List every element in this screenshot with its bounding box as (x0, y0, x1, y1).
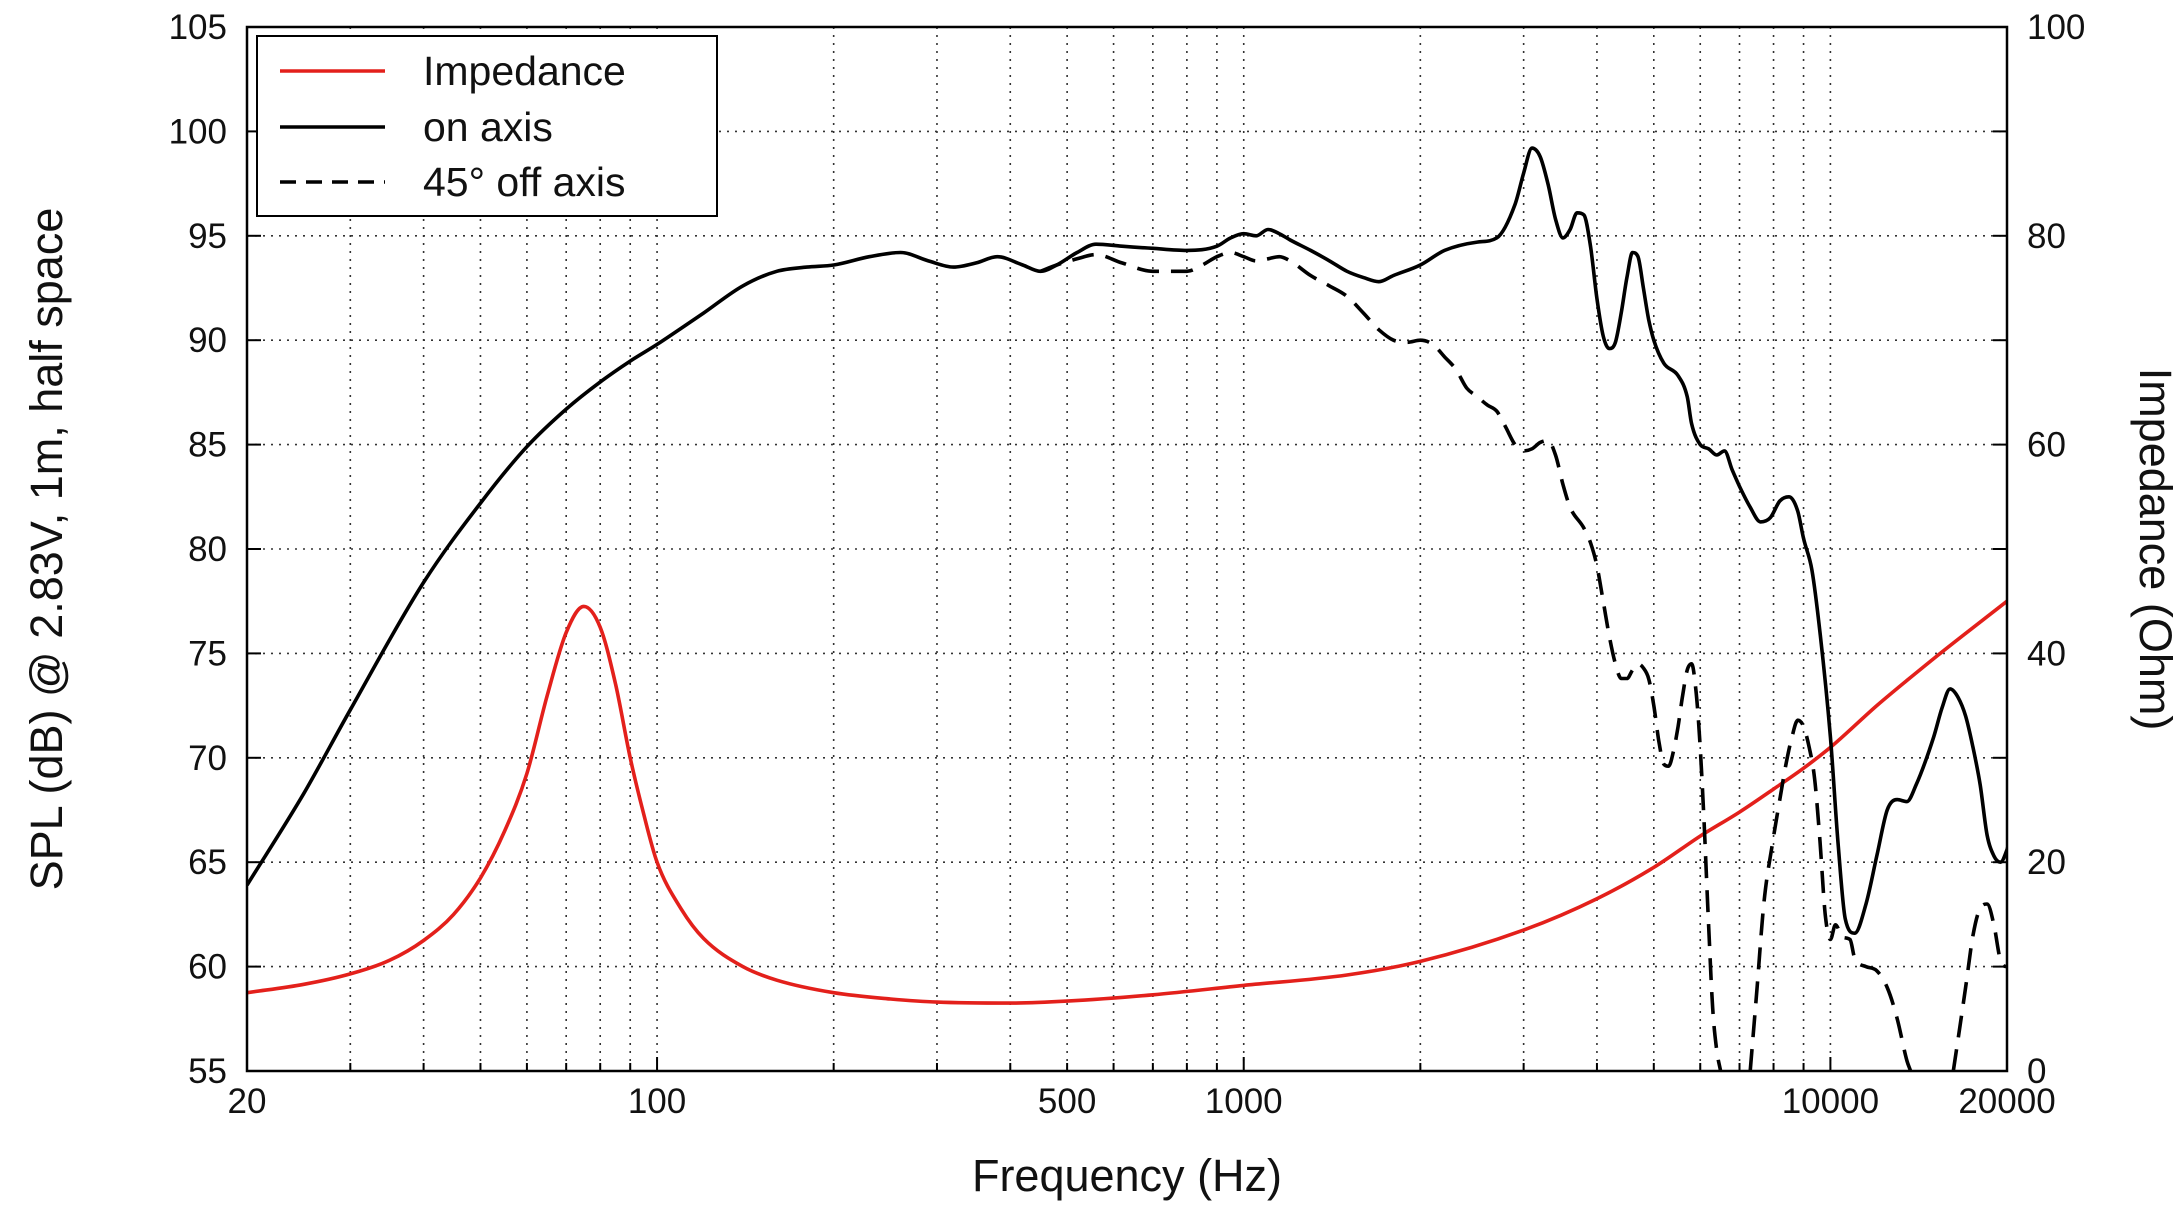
series-line-impedance (247, 599, 2007, 1005)
y-tick-label: 95 (188, 217, 227, 256)
legend: Impedance on axis 45° off axis (256, 35, 718, 217)
y-tick-label: 55 (188, 1052, 227, 1091)
grid-layer (247, 27, 2007, 1071)
x-tick-label: 20000 (1958, 1082, 2055, 1121)
x-tick-label: 20 (228, 1082, 267, 1121)
y-axis-title-right: Impedance (Ohm) (2130, 368, 2180, 731)
y-right-tick-label: 100 (2027, 8, 2085, 47)
y-tick-label: 90 (188, 321, 227, 360)
y-tick-label: 70 (188, 739, 227, 778)
y-tick-label: 65 (188, 843, 227, 882)
legend-label-impedance: Impedance (423, 48, 626, 94)
curve-layer (247, 146, 2007, 1071)
y-tick-label: 85 (188, 426, 227, 465)
y-right-tick-label: 0 (2027, 1052, 2046, 1091)
series-line-45-off-axis-segment-2 (1748, 718, 1913, 1071)
y-right-tick-label: 80 (2027, 217, 2066, 256)
x-tick-label: 500 (1038, 1082, 1096, 1121)
tick-layer: 20 100 500 1000 10000 20000556065707580859095… (169, 8, 2086, 1121)
series-line-on-axis (247, 146, 2007, 935)
y-tick-label: 80 (188, 530, 227, 569)
x-tick-label: 1000 (1205, 1082, 1283, 1121)
y-tick-label: 105 (169, 8, 227, 47)
y-tick-label: 100 (169, 112, 227, 151)
y-tick-label: 75 (188, 634, 227, 673)
y-axis-title-left: SPL (dB) @ 2.83V, 1m, half space (21, 208, 72, 891)
legend-label-off-axis: 45° off axis (423, 159, 626, 205)
series-line-45-off-axis-segment-3 (1951, 902, 2007, 1071)
x-tick-label: 100 (628, 1082, 686, 1121)
y-right-tick-label: 60 (2027, 426, 2066, 465)
x-tick-label: 10000 (1782, 1082, 1879, 1121)
series-line-45-off-axis (1039, 250, 1723, 1071)
y-right-tick-label: 40 (2027, 634, 2066, 673)
legend-label-on-axis: on axis (423, 104, 553, 150)
x-axis-title: Frequency (Hz) (972, 1150, 1282, 1201)
y-right-tick-label: 20 (2027, 843, 2066, 882)
y-tick-label: 60 (188, 948, 227, 987)
